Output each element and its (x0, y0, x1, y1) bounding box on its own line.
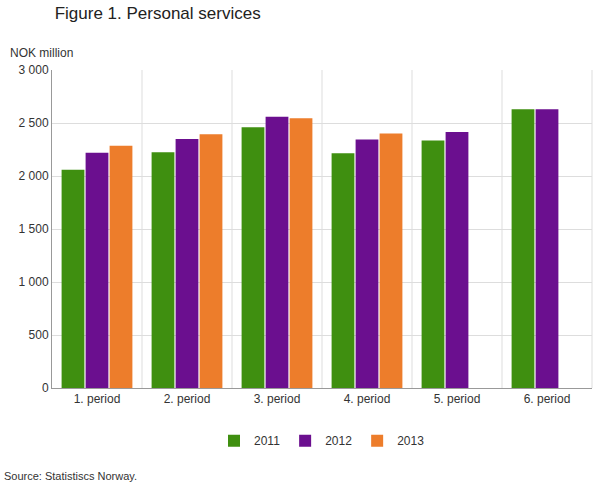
svg-text:3. period: 3. period (254, 392, 301, 406)
svg-text:2 500: 2 500 (19, 116, 49, 130)
svg-text:2. period: 2. period (164, 392, 211, 406)
svg-text:2 000: 2 000 (19, 169, 49, 183)
svg-text:Source: Statistiscs Norway.: Source: Statistiscs Norway. (4, 470, 137, 482)
svg-text:1 500: 1 500 (19, 222, 49, 236)
svg-text:NOK million: NOK million (10, 46, 73, 60)
svg-text:2011: 2011 (254, 434, 280, 448)
svg-text:Figure 1. Personal services: Figure 1. Personal services (55, 4, 261, 23)
svg-text:5. period: 5. period (434, 392, 481, 406)
svg-text:4. period: 4. period (344, 392, 391, 406)
svg-text:6. period: 6. period (524, 392, 571, 406)
svg-text:500: 500 (29, 328, 49, 342)
svg-text:2013: 2013 (397, 434, 424, 448)
svg-text:3 000: 3 000 (19, 63, 49, 77)
svg-text:2012: 2012 (325, 434, 352, 448)
svg-text:1 000: 1 000 (19, 275, 49, 289)
svg-text:0: 0 (42, 381, 49, 395)
svg-text:1. period: 1. period (74, 392, 121, 406)
